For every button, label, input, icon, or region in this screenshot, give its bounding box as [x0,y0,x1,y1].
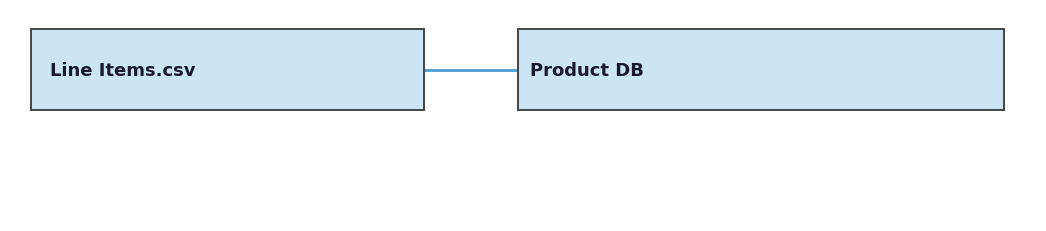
Text: Line Items.csv: Line Items.csv [50,61,196,79]
FancyBboxPatch shape [518,30,1004,111]
FancyBboxPatch shape [31,30,424,111]
Text: Product DB: Product DB [530,61,644,79]
